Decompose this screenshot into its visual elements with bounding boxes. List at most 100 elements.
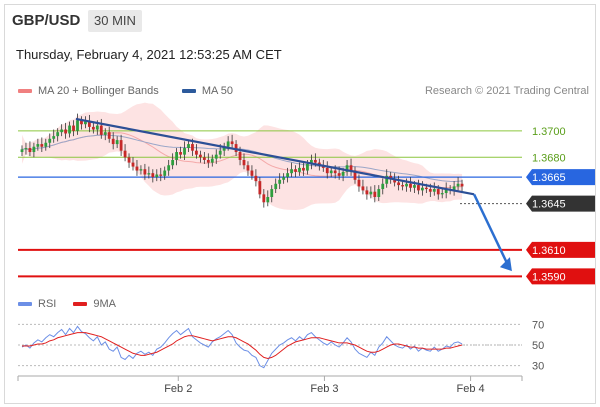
candle-body [409, 183, 412, 188]
candle-body [111, 138, 115, 145]
legend-item-rsi-ma: 9MA [73, 298, 116, 310]
candle-body [44, 142, 48, 147]
candle-body [369, 191, 373, 195]
candle-body [266, 197, 270, 203]
level-label-box-4 [526, 241, 595, 258]
level-label-3: 1.3645 [532, 199, 566, 211]
candle-body [175, 152, 179, 160]
candle-body [230, 141, 234, 145]
forecast-arrow-head [499, 257, 512, 272]
bollinger-band [22, 102, 463, 211]
rsi-ma-line [22, 332, 463, 359]
candle-body [254, 175, 258, 182]
candle-body [218, 150, 222, 155]
candle-body [242, 159, 246, 166]
main-legend: MA 20 + Bollinger Bands MA 50 [18, 85, 233, 97]
candle-body [76, 120, 79, 131]
rsi-level-label: 30 [532, 361, 544, 373]
candle-body [36, 144, 40, 147]
candle-body [214, 154, 218, 159]
candle-body [337, 173, 341, 176]
candle-body [373, 191, 377, 197]
candle-body [424, 187, 428, 190]
candle-body [432, 189, 436, 192]
candle-body [420, 187, 424, 191]
candle-body [187, 144, 190, 149]
level-label-2: 1.3665 [532, 172, 566, 184]
credit-text: Research © 2021 Trading Central [424, 85, 589, 97]
candle-body [286, 173, 290, 178]
candle-body [202, 157, 206, 160]
candle-body [456, 183, 460, 187]
candle-body [72, 125, 75, 131]
candle-body [68, 125, 71, 134]
candle-body [349, 165, 353, 171]
candle-body [179, 152, 182, 155]
candle-body [278, 179, 282, 184]
rsi-legend: RSI 9MA [18, 298, 116, 310]
candle-body [91, 126, 95, 130]
candle-body [206, 159, 210, 163]
candle-body [385, 175, 389, 184]
candle-body [123, 150, 127, 158]
candle-body [95, 125, 99, 130]
timestamp: Thursday, February 4, 2021 12:53:25 AM C… [16, 47, 282, 62]
candle-body [298, 167, 301, 172]
candle-body [302, 167, 305, 171]
candle-body [48, 138, 52, 143]
candle-body [135, 166, 139, 171]
candle-body [393, 178, 397, 183]
candle-body [210, 158, 214, 163]
candle-body [417, 185, 420, 191]
candle-body [87, 121, 91, 127]
candle-body [127, 157, 131, 163]
level-label-box-5 [526, 268, 595, 285]
candle-body [365, 190, 369, 195]
candle-body [262, 194, 266, 203]
legend-item-ma50: MA 50 [181, 85, 233, 97]
candle-body [115, 140, 119, 145]
candle-body [99, 125, 103, 135]
candle-body [80, 120, 83, 125]
candle-body [40, 144, 44, 147]
candle-body [361, 186, 365, 191]
candle-body [381, 183, 385, 190]
candle-body [329, 170, 333, 174]
candle-body [147, 173, 151, 175]
candle-body [357, 179, 361, 187]
level-label-5: 1.3590 [532, 271, 566, 283]
legend-item-ma20: MA 20 + Bollinger Bands [18, 85, 159, 97]
level-label-box-2 [526, 169, 595, 186]
ma50-line [21, 134, 463, 182]
x-tick-label: Feb 4 [457, 383, 485, 395]
candle-body [238, 152, 242, 160]
candle-body [274, 183, 278, 190]
candle-body [436, 189, 440, 195]
candle-body [84, 121, 87, 125]
candle-body [163, 170, 167, 176]
candle-body [139, 169, 143, 171]
ma50-swatch [181, 89, 196, 94]
candle-body [64, 129, 68, 134]
candle-body [131, 162, 135, 167]
candle-body [28, 148, 32, 153]
candle-body [167, 165, 171, 171]
candle-body [32, 146, 36, 153]
candle-body [107, 132, 111, 139]
chart-header: GBP/USD 30 MIN [0, 0, 600, 36]
candle-body [52, 136, 56, 139]
candle-body [345, 165, 349, 172]
timeframe-badge[interactable]: 30 MIN [88, 10, 142, 32]
candle-body [333, 170, 337, 174]
candle-body [226, 141, 230, 147]
candle-body [143, 169, 147, 175]
candle-body [294, 169, 297, 172]
candle-body [159, 174, 163, 176]
candle-body [306, 163, 309, 171]
rsi-level-label: 50 [532, 340, 544, 352]
candle-body [428, 189, 432, 192]
candle-body [460, 183, 464, 187]
candle-body [119, 140, 123, 151]
candle-body [195, 150, 198, 155]
candle-body [389, 175, 393, 179]
